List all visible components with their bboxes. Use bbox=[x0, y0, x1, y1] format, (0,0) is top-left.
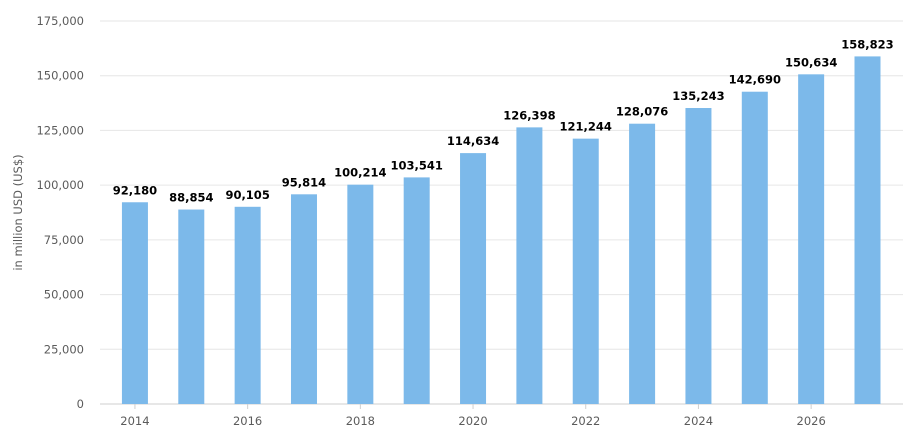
data-label-2022: 121,244 bbox=[560, 120, 612, 134]
bar-2021[interactable] bbox=[516, 127, 543, 404]
y-tick-label: 175,000 bbox=[36, 14, 84, 28]
data-label-2017: 95,814 bbox=[282, 175, 326, 189]
bar-2015[interactable] bbox=[178, 209, 205, 404]
axes: 0 25,000 50,000 75,000 100,000 125,000 150,000… bbox=[36, 14, 825, 428]
y-tick-label: 100,000 bbox=[36, 178, 84, 192]
bar-2017[interactable] bbox=[290, 194, 317, 404]
y-tick-label: 50,000 bbox=[44, 288, 84, 302]
data-label-2027: 158,823 bbox=[841, 37, 893, 51]
x-tick-label-2018: 2018 bbox=[346, 414, 375, 428]
y-tick-label: 150,000 bbox=[36, 69, 84, 83]
bar-2014[interactable] bbox=[121, 202, 148, 404]
data-labels: 92,180 88,854 90,105 95,814 100,214 103,541 11… bbox=[113, 37, 894, 204]
grid-lines bbox=[100, 20, 903, 405]
bar-2027[interactable] bbox=[854, 56, 881, 405]
y-tick-label: 25,000 bbox=[44, 342, 84, 356]
bar-2019[interactable] bbox=[403, 177, 430, 404]
bar-2022[interactable] bbox=[572, 138, 599, 404]
bar-2020[interactable] bbox=[460, 153, 487, 404]
data-label-2023: 128,076 bbox=[616, 105, 668, 119]
bars bbox=[121, 56, 881, 405]
data-label-2026: 150,634 bbox=[785, 55, 837, 69]
y-tick-label: 0 bbox=[77, 397, 84, 411]
x-tick-label-2022: 2022 bbox=[571, 414, 600, 428]
data-label-2025: 142,690 bbox=[729, 73, 781, 87]
bar-2025[interactable] bbox=[741, 91, 768, 405]
x-tick-label-2020: 2020 bbox=[458, 414, 487, 428]
x-tick-label-2026: 2026 bbox=[797, 414, 826, 428]
y-axis-title: in million USD (US$) bbox=[11, 154, 25, 270]
bar-2018[interactable] bbox=[347, 184, 374, 404]
data-label-2014: 92,180 bbox=[113, 183, 157, 197]
y-tick-label: 75,000 bbox=[44, 233, 84, 247]
data-label-2020: 114,634 bbox=[447, 134, 499, 148]
x-tick-label-2024: 2024 bbox=[684, 414, 713, 428]
x-tick-label-2016: 2016 bbox=[233, 414, 262, 428]
bar-2023[interactable] bbox=[629, 123, 656, 404]
data-label-2019: 103,541 bbox=[390, 158, 442, 172]
data-label-2015: 88,854 bbox=[169, 191, 213, 205]
data-label-2016: 90,105 bbox=[225, 188, 269, 202]
data-label-2018: 100,214 bbox=[334, 166, 386, 180]
bar-2016[interactable] bbox=[234, 206, 261, 404]
data-label-2021: 126,398 bbox=[503, 108, 555, 122]
data-label-2024: 135,243 bbox=[672, 89, 724, 103]
bar-2024[interactable] bbox=[685, 108, 712, 404]
y-tick-label: 125,000 bbox=[36, 123, 84, 137]
x-tick-label-2014: 2014 bbox=[120, 414, 149, 428]
bar-2026[interactable] bbox=[798, 74, 825, 405]
